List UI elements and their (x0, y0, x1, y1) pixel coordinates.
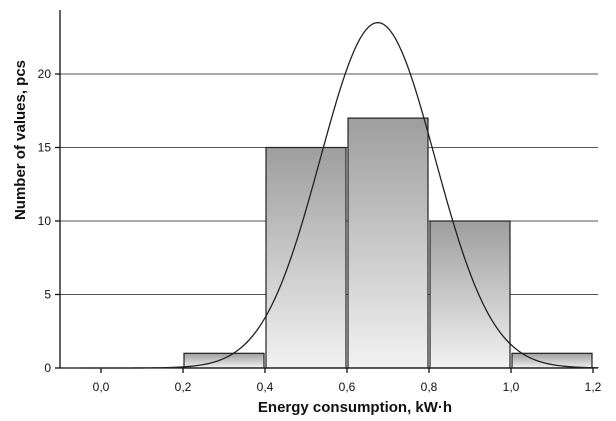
histogram-bar-4 (429, 220, 511, 369)
x-tick-label-1,2: 1,2 (585, 380, 602, 394)
y-tick-label-20: 20 (38, 67, 52, 81)
y-tick-label-0: 0 (44, 361, 51, 375)
y-tick-label-15: 15 (38, 141, 52, 155)
histogram-bar-5 (511, 352, 593, 369)
x-tick-label-1,0: 1,0 (503, 380, 520, 394)
histogram-bar-2 (265, 146, 347, 369)
x-axis-title: Energy consumption, kW·h (258, 399, 452, 416)
y-axis-title: Number of values, pcs (12, 60, 29, 220)
normal-curve-line (80, 21, 599, 369)
y-tick-label-10: 10 (38, 214, 52, 228)
normal-fit-curve (80, 21, 599, 369)
x-tick-label-0,6: 0,6 (339, 380, 356, 394)
histogram-bar-3 (347, 117, 429, 369)
x-tick-label-0,8: 0,8 (421, 380, 438, 394)
x-tick-label-0,2: 0,2 (175, 380, 192, 394)
x-tick-label-0,4: 0,4 (257, 380, 274, 394)
tick-labels: 0 5 10 15 20 0,0 0,2 0,4 0,6 0,8 1,0 1,2 (38, 67, 602, 394)
histogram-bars (183, 117, 593, 369)
x-tick-label-0,0: 0,0 (93, 380, 110, 394)
y-tick-label-5: 5 (44, 288, 51, 302)
